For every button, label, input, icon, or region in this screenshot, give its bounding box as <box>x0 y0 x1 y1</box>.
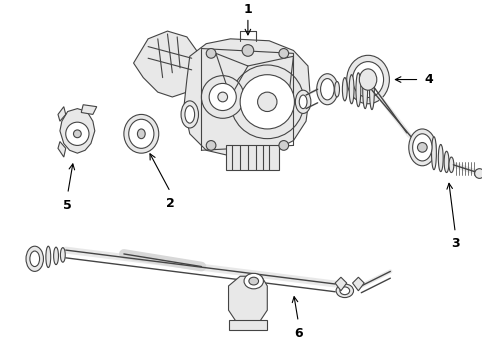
Ellipse shape <box>320 78 334 100</box>
Circle shape <box>240 75 294 129</box>
Circle shape <box>209 84 236 111</box>
Ellipse shape <box>439 144 443 172</box>
Ellipse shape <box>356 73 361 107</box>
Ellipse shape <box>432 137 437 170</box>
Circle shape <box>74 130 81 138</box>
Polygon shape <box>134 31 196 97</box>
Ellipse shape <box>249 277 259 285</box>
Ellipse shape <box>129 119 154 148</box>
Polygon shape <box>60 109 95 153</box>
Ellipse shape <box>336 284 353 298</box>
Ellipse shape <box>244 273 264 289</box>
Ellipse shape <box>185 106 195 123</box>
Ellipse shape <box>409 129 436 166</box>
Polygon shape <box>58 107 66 121</box>
Circle shape <box>279 141 289 150</box>
Ellipse shape <box>353 62 384 98</box>
Ellipse shape <box>53 247 58 265</box>
Ellipse shape <box>347 55 390 104</box>
Bar <box>225 145 279 170</box>
Ellipse shape <box>46 246 50 267</box>
Text: 4: 4 <box>424 73 433 86</box>
Ellipse shape <box>60 248 65 262</box>
Ellipse shape <box>30 251 40 266</box>
Polygon shape <box>228 276 267 329</box>
Polygon shape <box>335 277 347 291</box>
Text: 2: 2 <box>166 197 175 210</box>
Circle shape <box>279 49 289 58</box>
Text: 6: 6 <box>294 327 303 339</box>
Text: 3: 3 <box>451 238 460 251</box>
Circle shape <box>417 143 427 152</box>
Ellipse shape <box>449 157 454 172</box>
Text: 5: 5 <box>63 199 72 212</box>
Circle shape <box>206 141 216 150</box>
Ellipse shape <box>26 246 44 271</box>
Ellipse shape <box>359 69 377 90</box>
Text: 1: 1 <box>244 3 252 15</box>
Circle shape <box>258 92 277 112</box>
Circle shape <box>201 76 244 118</box>
Ellipse shape <box>349 75 354 104</box>
Ellipse shape <box>413 134 432 161</box>
Polygon shape <box>81 105 97 114</box>
Ellipse shape <box>444 151 449 172</box>
Ellipse shape <box>181 101 198 128</box>
Circle shape <box>218 92 227 102</box>
Ellipse shape <box>343 78 347 101</box>
Circle shape <box>230 65 304 139</box>
Ellipse shape <box>317 74 338 105</box>
Polygon shape <box>353 277 364 291</box>
Ellipse shape <box>369 71 374 109</box>
Ellipse shape <box>335 81 340 97</box>
Polygon shape <box>58 141 66 157</box>
Circle shape <box>66 122 89 145</box>
Polygon shape <box>184 39 310 157</box>
Ellipse shape <box>124 114 159 153</box>
Ellipse shape <box>137 129 145 139</box>
Ellipse shape <box>363 72 368 109</box>
Circle shape <box>206 49 216 58</box>
Ellipse shape <box>340 287 350 294</box>
Circle shape <box>475 169 484 178</box>
Circle shape <box>242 45 254 56</box>
Ellipse shape <box>295 90 311 113</box>
Ellipse shape <box>299 95 307 109</box>
Bar <box>228 320 267 329</box>
